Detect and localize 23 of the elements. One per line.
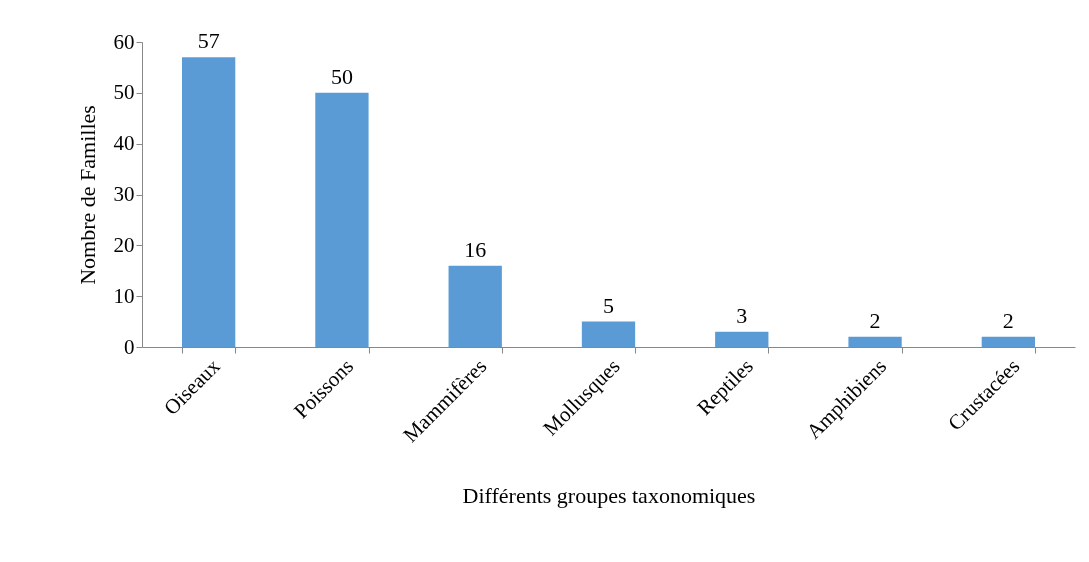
- data-label: 3: [736, 302, 748, 328]
- data-label: 5: [603, 292, 614, 318]
- y-tick-label: 20: [113, 232, 135, 257]
- bar: [448, 265, 502, 347]
- bar: [581, 321, 636, 347]
- x-axis-title: Différents groupes taxonomiques: [462, 483, 756, 509]
- bar: [181, 57, 236, 347]
- data-label: 16: [464, 236, 487, 262]
- y-tick-label: 10: [113, 283, 135, 308]
- y-tick-label: 50: [113, 80, 135, 105]
- y-tick-label: 60: [113, 29, 135, 54]
- bar: [848, 336, 902, 347]
- y-tick-label: 40: [113, 131, 135, 156]
- y-axis-title: Nombre de Familles: [74, 105, 100, 285]
- bar: [715, 331, 769, 347]
- data-label: 2: [1002, 307, 1014, 333]
- data-label: 50: [330, 63, 353, 89]
- y-tick-label: 0: [124, 334, 135, 359]
- bar: [981, 336, 1036, 347]
- data-label: 2: [869, 307, 881, 333]
- bar: [315, 92, 369, 347]
- y-tick-label: 30: [113, 182, 135, 206]
- data-label: 57: [197, 28, 220, 54]
